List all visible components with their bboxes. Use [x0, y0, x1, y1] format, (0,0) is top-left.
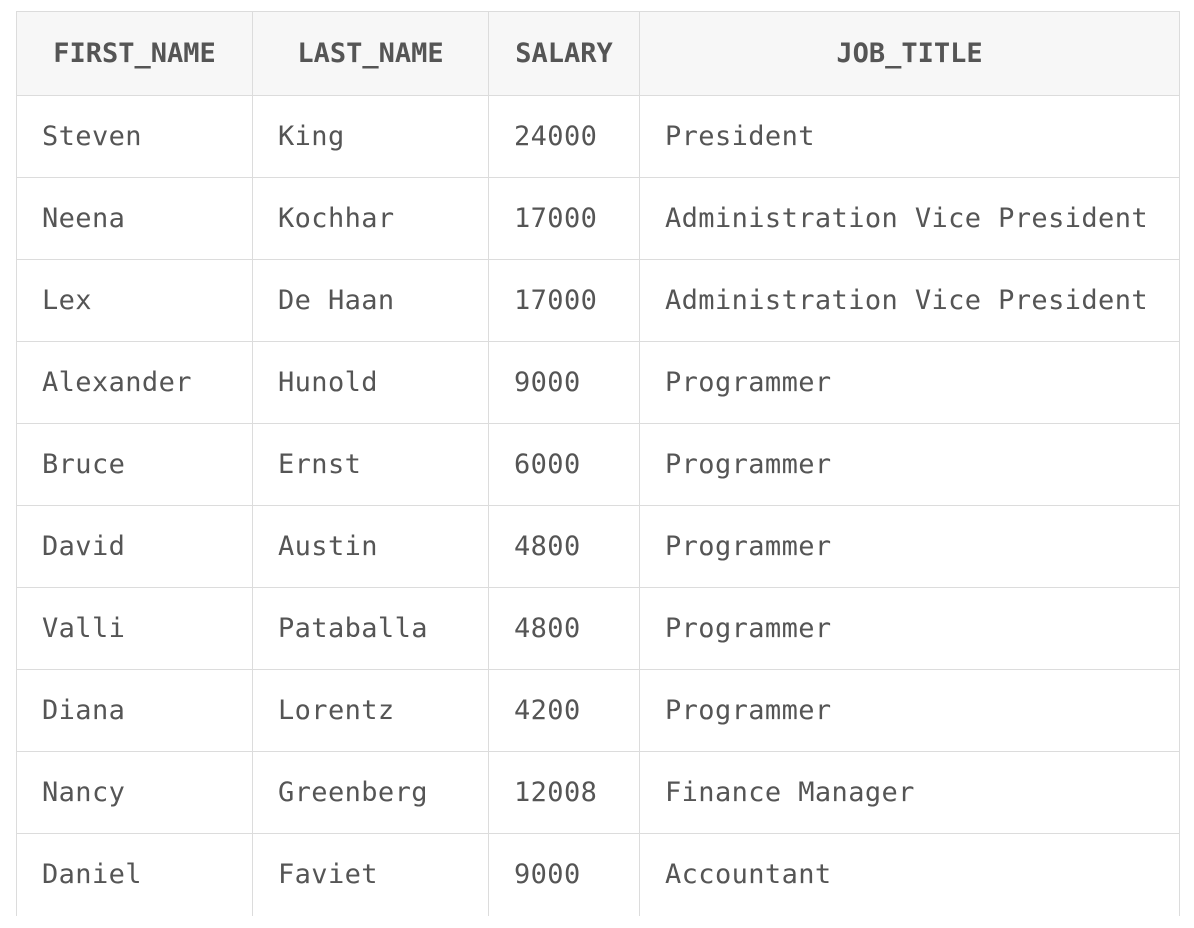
table-row: Steven King 24000 President [16, 95, 1180, 178]
table-row: Neena Kochhar 17000 Administration Vice … [16, 177, 1180, 260]
cell-last-name: Hunold [252, 341, 489, 424]
cell-salary: 17000 [488, 259, 640, 342]
table-row: Diana Lorentz 4200 Programmer [16, 669, 1180, 752]
cell-salary: 4800 [488, 505, 640, 588]
table-row: David Austin 4800 Programmer [16, 505, 1180, 588]
cell-first-name: Lex [16, 259, 253, 342]
cell-last-name: Ernst [252, 423, 489, 506]
cell-last-name: Austin [252, 505, 489, 588]
cell-salary: 6000 [488, 423, 640, 506]
cell-first-name: Diana [16, 669, 253, 752]
table-row: Bruce Ernst 6000 Programmer [16, 423, 1180, 506]
cell-job-title: Administration Vice President [639, 259, 1180, 342]
cell-last-name: Faviet [252, 833, 489, 916]
cell-job-title: President [639, 95, 1180, 178]
cell-last-name: De Haan [252, 259, 489, 342]
table-body: Steven King 24000 President Neena Kochha… [16, 95, 1180, 916]
column-header-first-name: FIRST_NAME [16, 11, 253, 96]
cell-first-name: Bruce [16, 423, 253, 506]
cell-salary: 9000 [488, 341, 640, 424]
cell-job-title: Finance Manager [639, 751, 1180, 834]
table-row: Alexander Hunold 9000 Programmer [16, 341, 1180, 424]
cell-first-name: Daniel [16, 833, 253, 916]
cell-job-title: Programmer [639, 669, 1180, 752]
cell-first-name: Alexander [16, 341, 253, 424]
table-row: Valli Pataballa 4800 Programmer [16, 587, 1180, 670]
cell-job-title: Programmer [639, 341, 1180, 424]
results-table: FIRST_NAME LAST_NAME SALARY JOB_TITLE St… [16, 11, 1180, 916]
cell-job-title: Administration Vice President [639, 177, 1180, 260]
cell-salary: 17000 [488, 177, 640, 260]
cell-salary: 12008 [488, 751, 640, 834]
cell-first-name: Nancy [16, 751, 253, 834]
cell-last-name: Greenberg [252, 751, 489, 834]
table-row: Daniel Faviet 9000 Accountant [16, 833, 1180, 916]
cell-job-title: Programmer [639, 587, 1180, 670]
cell-first-name: David [16, 505, 253, 588]
results-table-container: FIRST_NAME LAST_NAME SALARY JOB_TITLE St… [16, 11, 1180, 916]
column-header-salary: SALARY [488, 11, 640, 96]
cell-first-name: Neena [16, 177, 253, 260]
column-header-job-title: JOB_TITLE [639, 11, 1180, 96]
cell-salary: 24000 [488, 95, 640, 178]
cell-first-name: Valli [16, 587, 253, 670]
cell-job-title: Accountant [639, 833, 1180, 916]
table-row: Lex De Haan 17000 Administration Vice Pr… [16, 259, 1180, 342]
cell-first-name: Steven [16, 95, 253, 178]
table-header: FIRST_NAME LAST_NAME SALARY JOB_TITLE [16, 11, 1180, 96]
cell-last-name: Kochhar [252, 177, 489, 260]
cell-last-name: Lorentz [252, 669, 489, 752]
cell-salary: 9000 [488, 833, 640, 916]
cell-salary: 4200 [488, 669, 640, 752]
column-header-last-name: LAST_NAME [252, 11, 489, 96]
table-row: Nancy Greenberg 12008 Finance Manager [16, 751, 1180, 834]
header-row: FIRST_NAME LAST_NAME SALARY JOB_TITLE [16, 11, 1180, 96]
cell-job-title: Programmer [639, 505, 1180, 588]
cell-salary: 4800 [488, 587, 640, 670]
cell-last-name: King [252, 95, 489, 178]
cell-last-name: Pataballa [252, 587, 489, 670]
cell-job-title: Programmer [639, 423, 1180, 506]
